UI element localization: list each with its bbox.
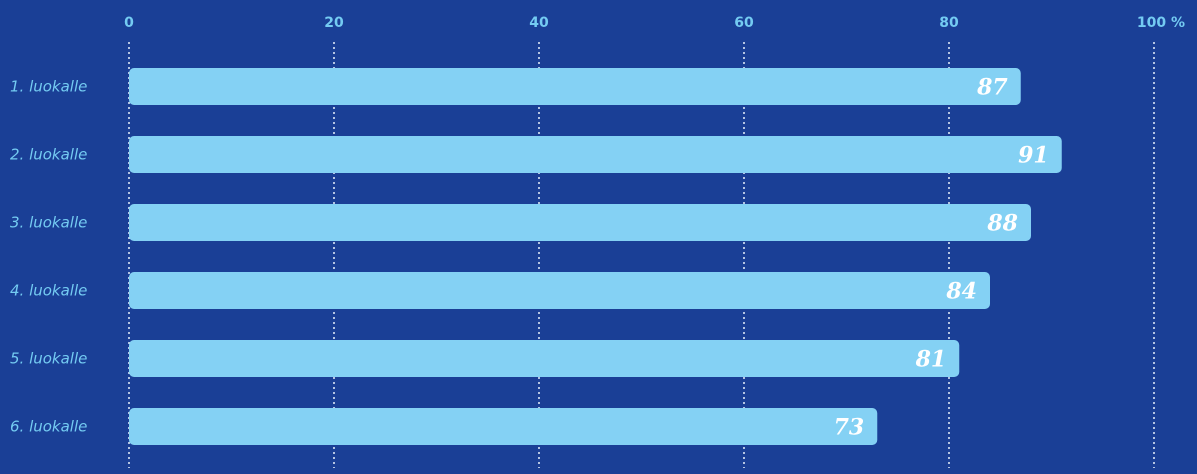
- category-label: 4. luokalle: [10, 282, 87, 300]
- value-label: 73: [834, 415, 865, 441]
- bar: [129, 272, 990, 309]
- x-tick-label: 80: [939, 15, 959, 31]
- bar: [129, 136, 1062, 173]
- bar: [129, 204, 1031, 241]
- bar: [129, 340, 960, 377]
- x-tick-label: 0: [124, 15, 134, 31]
- x-tick-label: 40: [529, 15, 549, 31]
- gridlines: [128, 42, 1155, 468]
- value-label: 88: [986, 211, 1018, 237]
- category-label: 3. luokalle: [10, 214, 87, 232]
- value-label: 84: [945, 279, 977, 305]
- value-label: 81: [915, 347, 947, 373]
- value-label: 87: [976, 75, 1008, 101]
- category-label: 5. luokalle: [10, 350, 87, 368]
- category-label: 6. luokalle: [10, 418, 87, 436]
- category-label: 1. luokalle: [10, 78, 87, 96]
- x-tick-label: 100 %: [1137, 15, 1185, 31]
- category-label: 2. luokalle: [10, 146, 87, 164]
- bar: [129, 408, 878, 445]
- bars: 1. luokalle 87 2. luokalle 91 3. luokalle 88 4…: [10, 68, 1062, 445]
- x-tick-label: 20: [324, 15, 344, 31]
- x-tick-label: 60: [734, 15, 754, 31]
- x-axis-ticks: 0 20 40 60 80 100 %: [124, 15, 1185, 31]
- bar: [129, 68, 1021, 105]
- value-label: 91: [1018, 143, 1049, 169]
